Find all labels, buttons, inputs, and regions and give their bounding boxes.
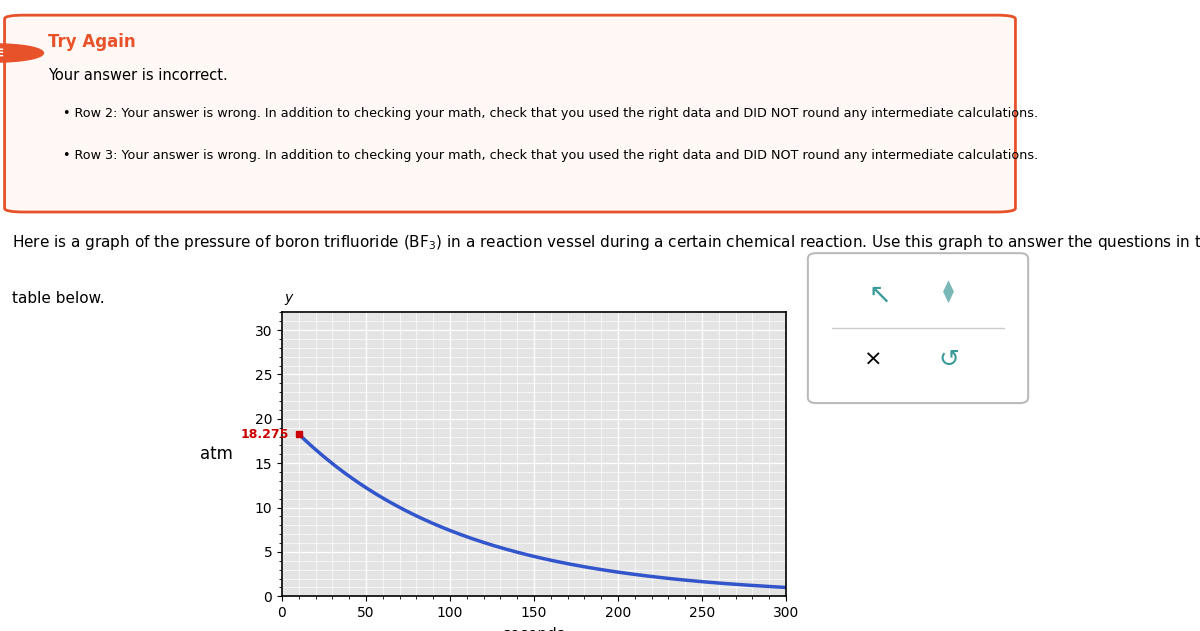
Text: ⧫: ⧫ [943,281,954,304]
FancyBboxPatch shape [808,253,1028,403]
Text: atm: atm [200,445,233,463]
Text: table below.: table below. [12,290,104,305]
Text: 18.275: 18.275 [240,428,289,440]
Circle shape [0,44,43,62]
Text: • Row 2: Your answer is wrong. In addition to checking your math, check that you: • Row 2: Your answer is wrong. In additi… [62,107,1038,120]
FancyBboxPatch shape [5,15,1015,212]
X-axis label: seconds: seconds [503,627,565,631]
Text: ≡: ≡ [0,44,5,62]
Text: Here is a graph of the pressure of boron trifluoride $\left(\mathrm{BF_3}\right): Here is a graph of the pressure of boron… [12,233,1200,252]
Text: y: y [284,292,293,305]
Text: ↘: ↘ [862,278,884,306]
Text: ↺: ↺ [938,348,959,372]
Text: ×: × [864,350,882,370]
Text: • Row 3: Your answer is wrong. In addition to checking your math, check that you: • Row 3: Your answer is wrong. In additi… [62,149,1038,162]
Text: Your answer is incorrect.: Your answer is incorrect. [48,68,228,83]
Text: Try Again: Try Again [48,33,136,50]
